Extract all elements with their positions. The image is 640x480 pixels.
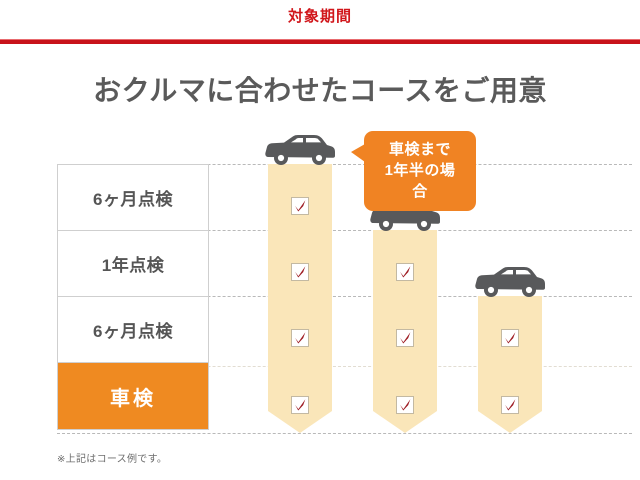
check-icon (396, 329, 414, 347)
gridline-row-0 (57, 164, 632, 165)
row-label-shaken: 車検 (58, 363, 208, 429)
car-icon (474, 265, 546, 299)
row-label-text: 6ヶ月点検 (93, 322, 173, 341)
row-label-text: 車検 (110, 387, 156, 410)
check-icon (396, 263, 414, 281)
row-label-text: 1年点検 (101, 256, 165, 275)
check-icon (501, 329, 519, 347)
check-icon (291, 197, 309, 215)
check-icon (396, 396, 414, 414)
gridline-baseline (57, 433, 632, 434)
gridline-row-1 (57, 230, 632, 231)
page-title: おクルマに合わせたコースをご用意 (93, 75, 547, 106)
row-label-column: 6ヶ月点検 1年点検 6ヶ月点検 車検 (57, 164, 209, 430)
course-column-2 (373, 230, 437, 433)
course-column-3 (478, 296, 542, 433)
callout-bubble: 車検まで 1年半の場合 (351, 131, 476, 211)
check-icon (291, 263, 309, 281)
gridline-row-3 (57, 366, 632, 367)
callout-tail-icon (351, 144, 365, 162)
course-column-1 (268, 164, 332, 433)
header-divider (0, 39, 640, 44)
car-icon (264, 133, 336, 167)
row-label-6month-second: 6ヶ月点検 (58, 297, 208, 363)
check-icon (501, 396, 519, 414)
row-label-6month-first: 6ヶ月点検 (58, 165, 208, 231)
check-icon (291, 396, 309, 414)
check-icon (291, 329, 309, 347)
row-label-text: 6ヶ月点検 (93, 190, 173, 209)
callout-line-2: 1年半の場合 (384, 162, 456, 200)
row-label-1year: 1年点検 (58, 231, 208, 297)
gridline-row-2 (57, 296, 632, 297)
callout-line-1: 車検まで (388, 141, 451, 158)
footnote: ※上記はコース例です。 (57, 454, 168, 465)
eyebrow-label: 対象期間 (287, 8, 352, 25)
